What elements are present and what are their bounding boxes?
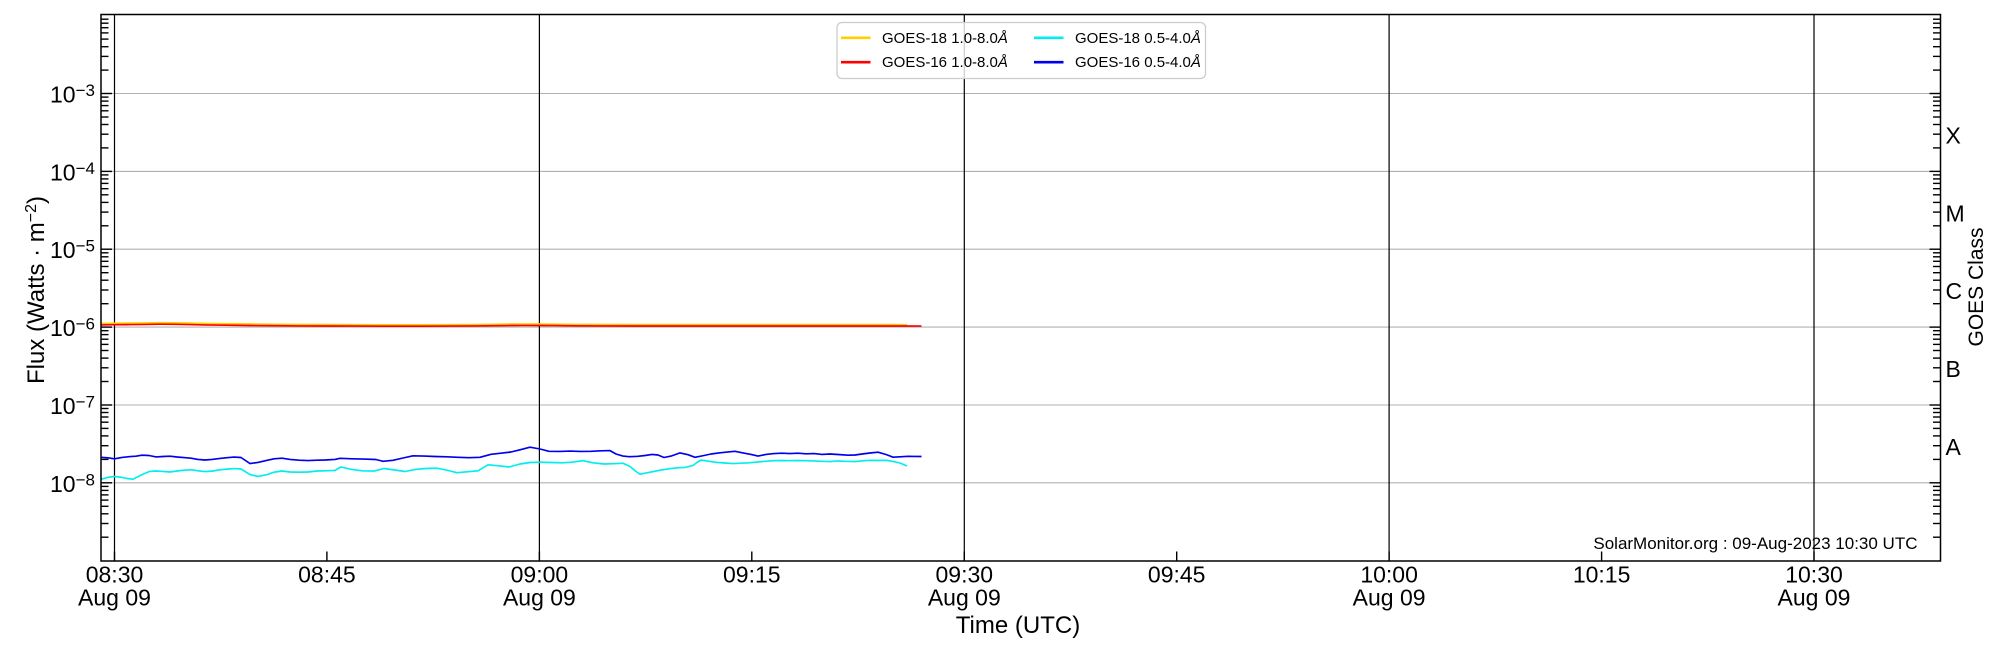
svg-text:B: B xyxy=(1946,356,1961,382)
svg-text:10−5: 10−5 xyxy=(50,237,95,264)
svg-text:09:30: 09:30 xyxy=(936,562,994,588)
svg-text:10:00: 10:00 xyxy=(1360,562,1418,588)
svg-text:10−7: 10−7 xyxy=(50,393,95,420)
svg-text:08:30: 08:30 xyxy=(86,562,144,588)
svg-text:GOES-18 1.0-8.0Å: GOES-18 1.0-8.0Å xyxy=(882,30,1008,47)
svg-text:Aug 09: Aug 09 xyxy=(503,585,576,611)
svg-text:Aug 09: Aug 09 xyxy=(1353,585,1426,611)
svg-text:10−8: 10−8 xyxy=(50,470,95,497)
svg-text:C: C xyxy=(1946,278,1963,304)
svg-text:10−4: 10−4 xyxy=(50,159,95,186)
svg-text:09:00: 09:00 xyxy=(511,562,569,588)
svg-text:08:45: 08:45 xyxy=(298,562,356,588)
svg-text:A: A xyxy=(1946,434,1962,460)
svg-text:Time (UTC): Time (UTC) xyxy=(956,612,1080,639)
svg-text:GOES-16 0.5-4.0Å: GOES-16 0.5-4.0Å xyxy=(1075,54,1201,71)
svg-text:GOES-16 1.0-8.0Å: GOES-16 1.0-8.0Å xyxy=(882,54,1008,71)
svg-text:09:15: 09:15 xyxy=(723,562,781,588)
svg-text:10:30: 10:30 xyxy=(1785,562,1843,588)
svg-text:X: X xyxy=(1946,123,1961,149)
svg-text:Aug 09: Aug 09 xyxy=(928,585,1001,611)
svg-text:09:45: 09:45 xyxy=(1148,562,1206,588)
svg-text:GOES Class: GOES Class xyxy=(1965,227,1988,346)
svg-text:Aug 09: Aug 09 xyxy=(1778,585,1851,611)
svg-text:GOES-18 0.5-4.0Å: GOES-18 0.5-4.0Å xyxy=(1075,30,1201,47)
svg-text:SolarMonitor.org : 09-Aug-2023: SolarMonitor.org : 09-Aug-2023 10:30 UTC xyxy=(1593,534,1917,553)
svg-text:10:15: 10:15 xyxy=(1573,562,1631,588)
svg-text:Flux (Watts · m−2): Flux (Watts · m−2) xyxy=(23,196,50,384)
svg-text:Aug 09: Aug 09 xyxy=(78,585,151,611)
svg-text:M: M xyxy=(1946,200,1965,226)
